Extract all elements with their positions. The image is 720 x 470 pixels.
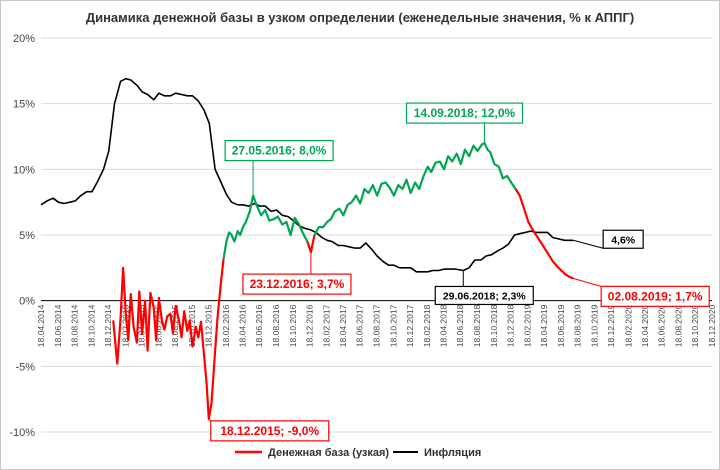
y-tick-label: -10% [9, 427, 35, 439]
x-tick-label: 18.10.2015 [187, 304, 197, 347]
series-line-money-base-falling [514, 188, 574, 280]
series-line-money-base-rising [313, 142, 517, 236]
annotation-box [224, 140, 334, 162]
x-tick-label: 18.12.2016 [305, 304, 315, 347]
x-tick-label: 18.12.2014 [103, 304, 113, 347]
x-tick-label: 18.12.2017 [405, 304, 415, 347]
annotation-box [210, 420, 330, 442]
x-tick-label: 18.08.2016 [271, 304, 281, 347]
x-tick-label: 18.12.2015 [204, 304, 214, 347]
x-tick-label: 18.02.2018 [422, 304, 432, 347]
x-tick-label: 18.04.2017 [338, 304, 348, 347]
grid-layer [41, 37, 712, 433]
y-tick-label: 20% [13, 33, 35, 45]
x-tick-label: 18.06.2020 [657, 304, 667, 347]
x-tick-label: 18.08.2018 [472, 304, 482, 347]
series-line-money-base-rising [222, 194, 309, 259]
x-tick-label: 18.08.2015 [170, 304, 180, 347]
y-tick-label: 15% [13, 99, 35, 111]
y-tick-label: 10% [13, 164, 35, 176]
chart-title: Динамика денежной базы в узком определен… [86, 10, 634, 25]
y-tick-label: 0% [19, 296, 35, 308]
x-tick-label: 18.02.2015 [120, 304, 130, 347]
x-tick-label: 18.06.2015 [153, 304, 163, 347]
x-tick-label: 18.08.2020 [673, 304, 683, 347]
x-tick-label: 18.10.2020 [690, 304, 700, 347]
x-tick-label: 18.06.2014 [53, 304, 63, 347]
annotation-label: 02.08.2019; 1,7% [608, 289, 703, 303]
x-tick-label: 18.10.2016 [288, 304, 298, 347]
series-layer [40, 77, 574, 420]
x-tick-label: 18.10.2017 [388, 304, 398, 347]
annotation-leader [573, 239, 604, 249]
x-tick-label: 18.10.2019 [589, 304, 599, 347]
x-tick-label: 18.02.2017 [322, 304, 332, 347]
legend: Денежная база (узкая) Инфляция [235, 447, 481, 459]
y-tick-label: -5% [15, 361, 35, 373]
y-tick-label: 5% [19, 230, 35, 242]
x-tick-label: 18.02.2020 [623, 304, 633, 347]
annotation-label: 27.05.2016; 8,0% [232, 144, 327, 158]
x-tick-label: 18.08.2014 [70, 304, 80, 347]
annotation-layer: 27.05.2016; 8,0% 14.09.2018; 12,0% 23.12.2… [208, 102, 710, 442]
x-tick-label: 18.12.2020 [707, 304, 717, 347]
annotation-box [602, 229, 644, 249]
x-tick-label: 18.02.2016 [221, 304, 231, 347]
x-tick-label: 18.06.2016 [254, 304, 264, 347]
annotation-label: 23.12.2016; 3,7% [250, 277, 345, 291]
x-tick-label: 18.04.2016 [237, 304, 247, 347]
annotation-box [434, 285, 534, 306]
annotation-box [242, 273, 352, 295]
annotation-box [600, 285, 710, 307]
x-tick-label: 18.08.2017 [372, 304, 382, 347]
annotation-box [405, 102, 524, 124]
annotation-label: 4,6% [611, 234, 636, 246]
x-tick-label: 18.08.2019 [573, 304, 583, 347]
x-tick-label: 18.10.2014 [86, 304, 96, 347]
annotation-label: 18.12.2015; -9,0% [220, 424, 319, 438]
x-tick-label: 18.12.2018 [506, 304, 516, 347]
x-tick-label: 18.06.2019 [556, 304, 566, 347]
x-tick-label: 18.12.2019 [606, 304, 616, 347]
legend-label-inflation: Инфляция [424, 447, 481, 459]
x-tick-label: 18.06.2017 [355, 304, 365, 347]
x-tick-label: 18.04.2014 [36, 304, 46, 347]
legend-label-money-base: Денежная база (узкая) [268, 447, 389, 459]
y-axis-ticks: -10% -5% 0% 5% 10% 15% 20% [9, 33, 35, 439]
x-tick-label: 18.04.2018 [438, 304, 448, 347]
annotation-leader [573, 277, 602, 287]
x-tick-label: 18.10.2018 [489, 304, 499, 347]
annotation-label: 29.06.2018; 2,3% [443, 290, 527, 302]
series-line-money-base-falling [112, 258, 225, 420]
series-line-inflation [40, 77, 574, 273]
x-axis-ticks: 18.04.2014 18.06.2014 18.08.2014 18.10.2014… [36, 304, 717, 347]
annotation-label: 14.09.2018; 12,0% [414, 106, 516, 120]
x-tick-label: 18.02.2019 [523, 304, 533, 347]
x-tick-label: 18.06.2018 [455, 304, 465, 347]
x-tick-label: 18.04.2019 [539, 304, 549, 347]
x-tick-label: 18.04.2020 [640, 304, 650, 347]
